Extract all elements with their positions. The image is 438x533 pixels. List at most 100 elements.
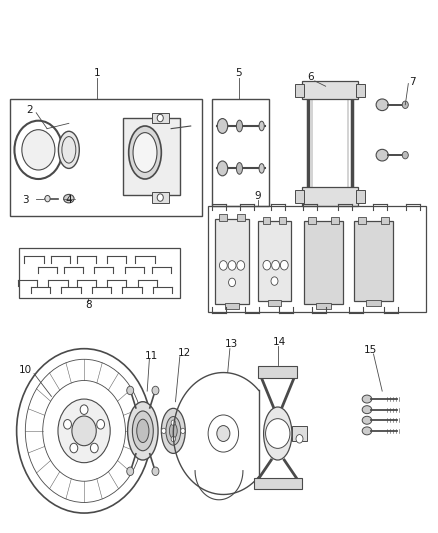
Text: 10: 10 xyxy=(19,365,32,375)
Ellipse shape xyxy=(129,126,161,179)
Bar xyxy=(295,84,304,97)
Bar xyxy=(331,216,339,224)
Circle shape xyxy=(263,261,271,270)
Bar xyxy=(302,187,358,206)
Text: 1: 1 xyxy=(94,68,100,78)
Bar xyxy=(10,100,201,216)
Ellipse shape xyxy=(259,121,264,131)
Bar xyxy=(279,216,286,224)
Bar xyxy=(295,190,304,203)
Circle shape xyxy=(272,261,279,270)
Bar xyxy=(304,221,343,304)
Bar xyxy=(258,221,291,301)
Circle shape xyxy=(402,151,408,159)
Circle shape xyxy=(22,130,55,170)
Ellipse shape xyxy=(362,416,372,424)
Ellipse shape xyxy=(217,118,228,133)
Bar xyxy=(356,84,365,97)
Ellipse shape xyxy=(133,133,157,172)
Bar xyxy=(268,300,281,306)
Bar xyxy=(381,216,389,224)
Text: 13: 13 xyxy=(225,340,238,350)
Circle shape xyxy=(64,419,71,429)
Circle shape xyxy=(217,425,230,441)
Circle shape xyxy=(72,416,96,446)
Bar xyxy=(254,478,302,489)
Circle shape xyxy=(271,277,278,285)
Circle shape xyxy=(171,420,176,425)
Circle shape xyxy=(296,434,303,443)
Circle shape xyxy=(90,443,98,453)
Bar xyxy=(358,216,366,224)
Circle shape xyxy=(229,278,236,287)
Bar xyxy=(152,113,169,123)
Bar xyxy=(225,303,239,309)
Ellipse shape xyxy=(376,99,389,111)
Bar xyxy=(366,300,381,306)
Ellipse shape xyxy=(362,395,372,403)
Text: 11: 11 xyxy=(145,351,158,361)
Circle shape xyxy=(228,261,236,270)
Text: 2: 2 xyxy=(26,105,33,115)
Bar xyxy=(215,219,250,304)
Bar xyxy=(292,425,307,441)
Ellipse shape xyxy=(362,406,372,414)
Circle shape xyxy=(157,194,163,201)
Text: 15: 15 xyxy=(364,345,377,356)
Text: 8: 8 xyxy=(85,300,92,310)
Ellipse shape xyxy=(132,411,153,451)
Bar xyxy=(258,366,297,378)
Ellipse shape xyxy=(376,149,389,161)
Text: 6: 6 xyxy=(307,71,314,82)
Circle shape xyxy=(219,261,227,270)
Bar xyxy=(354,221,393,301)
Bar xyxy=(152,192,169,203)
Bar xyxy=(308,216,316,224)
Text: 12: 12 xyxy=(177,348,191,358)
Text: 4: 4 xyxy=(66,195,72,205)
Bar xyxy=(302,81,358,100)
Circle shape xyxy=(127,386,134,395)
Bar xyxy=(219,214,227,221)
Circle shape xyxy=(45,196,50,202)
Circle shape xyxy=(402,101,408,109)
Ellipse shape xyxy=(259,164,264,173)
Ellipse shape xyxy=(166,417,181,445)
Circle shape xyxy=(171,437,176,442)
Ellipse shape xyxy=(264,407,292,460)
Bar xyxy=(262,216,270,224)
Circle shape xyxy=(265,419,290,448)
Circle shape xyxy=(97,419,105,429)
Circle shape xyxy=(280,261,288,270)
Circle shape xyxy=(127,467,134,475)
Ellipse shape xyxy=(161,408,185,454)
Ellipse shape xyxy=(362,427,372,435)
Bar xyxy=(123,118,180,195)
Text: 7: 7 xyxy=(410,77,416,87)
Ellipse shape xyxy=(217,161,228,176)
Text: 5: 5 xyxy=(235,68,242,78)
Bar xyxy=(316,303,331,309)
Ellipse shape xyxy=(137,419,149,442)
Circle shape xyxy=(70,443,78,453)
Ellipse shape xyxy=(64,195,74,203)
Ellipse shape xyxy=(237,120,243,132)
Circle shape xyxy=(80,405,88,415)
Text: 9: 9 xyxy=(255,191,261,201)
Bar xyxy=(356,190,365,203)
Text: 14: 14 xyxy=(272,337,286,347)
Circle shape xyxy=(152,386,159,395)
Bar xyxy=(208,206,426,312)
Circle shape xyxy=(157,114,163,122)
Bar xyxy=(237,214,245,221)
Circle shape xyxy=(58,399,110,463)
Ellipse shape xyxy=(127,402,158,460)
Circle shape xyxy=(181,428,185,433)
Circle shape xyxy=(162,428,166,433)
Text: 3: 3 xyxy=(22,195,28,205)
Bar xyxy=(19,248,180,298)
Circle shape xyxy=(237,261,245,270)
Bar xyxy=(212,100,269,206)
Circle shape xyxy=(152,467,159,475)
Ellipse shape xyxy=(170,423,177,438)
